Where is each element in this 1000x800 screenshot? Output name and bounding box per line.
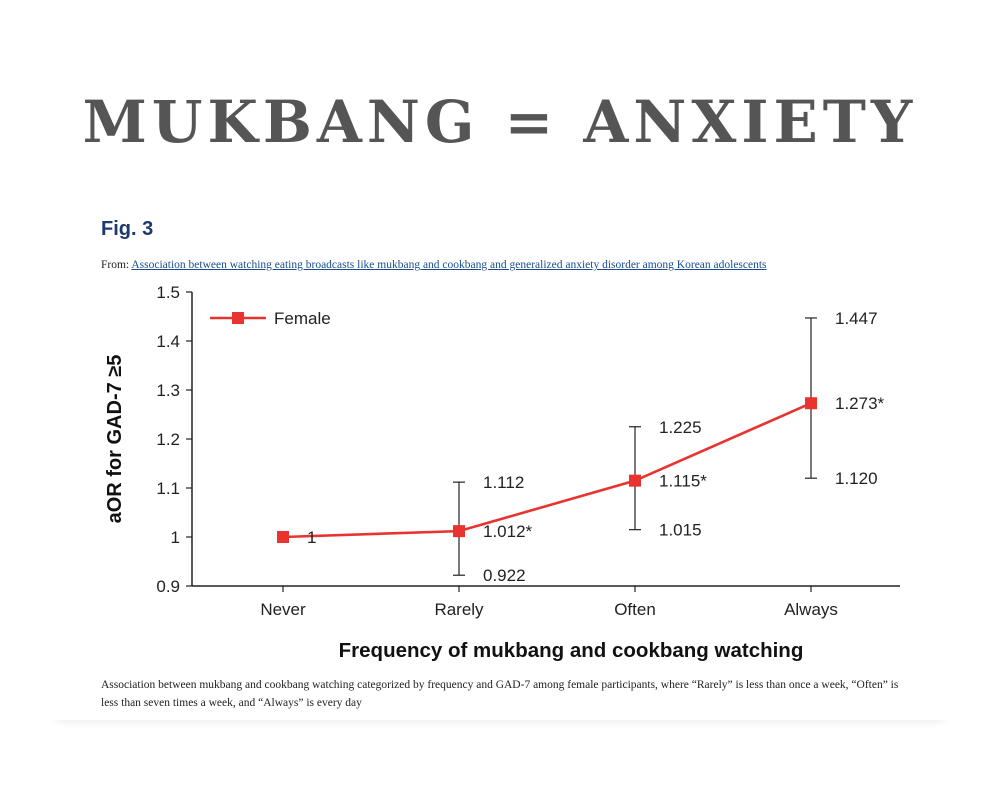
legend-label-female: Female <box>274 309 331 328</box>
source-line: From: Association between watching eatin… <box>101 259 941 271</box>
ci-lower-label: 1.015 <box>659 521 702 540</box>
y-tick-label: 1 <box>171 528 180 547</box>
x-tick-label-often: Often <box>614 600 656 619</box>
figure-caption: Association between mukbang and cookbang… <box>101 679 899 709</box>
headline: MUKBANG = ANXIETY <box>82 88 918 156</box>
from-prefix: From: <box>101 259 130 271</box>
ci-upper-label: 1.112 <box>483 473 524 492</box>
data-label: 1 <box>307 528 316 547</box>
ci-lower-label: 1.120 <box>835 469 878 488</box>
y-tick-label: 1.2 <box>156 430 180 449</box>
data-point <box>277 531 289 543</box>
chart: 0.9 1 1.1 1.2 1.3 1.4 1.5 Never Rarely Often Alway… <box>104 283 900 662</box>
y-tick-label: 1.1 <box>156 479 180 498</box>
figure-panel: Fig. 3 From: Association between watchin… <box>48 200 952 720</box>
data-label: 1.012* <box>483 522 533 541</box>
y-tick-label: 1.5 <box>156 283 180 302</box>
x-tick-label-rarely: Rarely <box>434 600 484 619</box>
y-tick-label: 1.3 <box>156 381 180 400</box>
series-line-female <box>282 402 812 539</box>
data-label: 1.273* <box>835 394 885 413</box>
data-point <box>453 525 465 538</box>
ci-upper-label: 1.447 <box>835 309 878 328</box>
source-article-link[interactable]: Association between watching eating broa… <box>131 259 767 271</box>
x-tick-label-always: Always <box>784 600 838 619</box>
data-point <box>805 397 817 410</box>
y-axis-title: aOR for GAD-7 ≥5 <box>104 355 126 524</box>
data-label: 1.115* <box>659 472 707 491</box>
ci-upper-label: 1.225 <box>659 418 702 437</box>
ci-lower-label: 0.922 <box>483 566 526 585</box>
y-tick-label: 1.4 <box>156 332 180 351</box>
x-tick-label-never: Never <box>260 600 306 619</box>
legend-marker <box>232 312 244 324</box>
y-tick-label: 0.9 <box>156 577 180 596</box>
figure-label: Fig. 3 <box>101 218 154 240</box>
x-axis-title: Frequency of mukbang and cookbang watchi… <box>339 639 804 662</box>
data-point <box>629 474 641 487</box>
